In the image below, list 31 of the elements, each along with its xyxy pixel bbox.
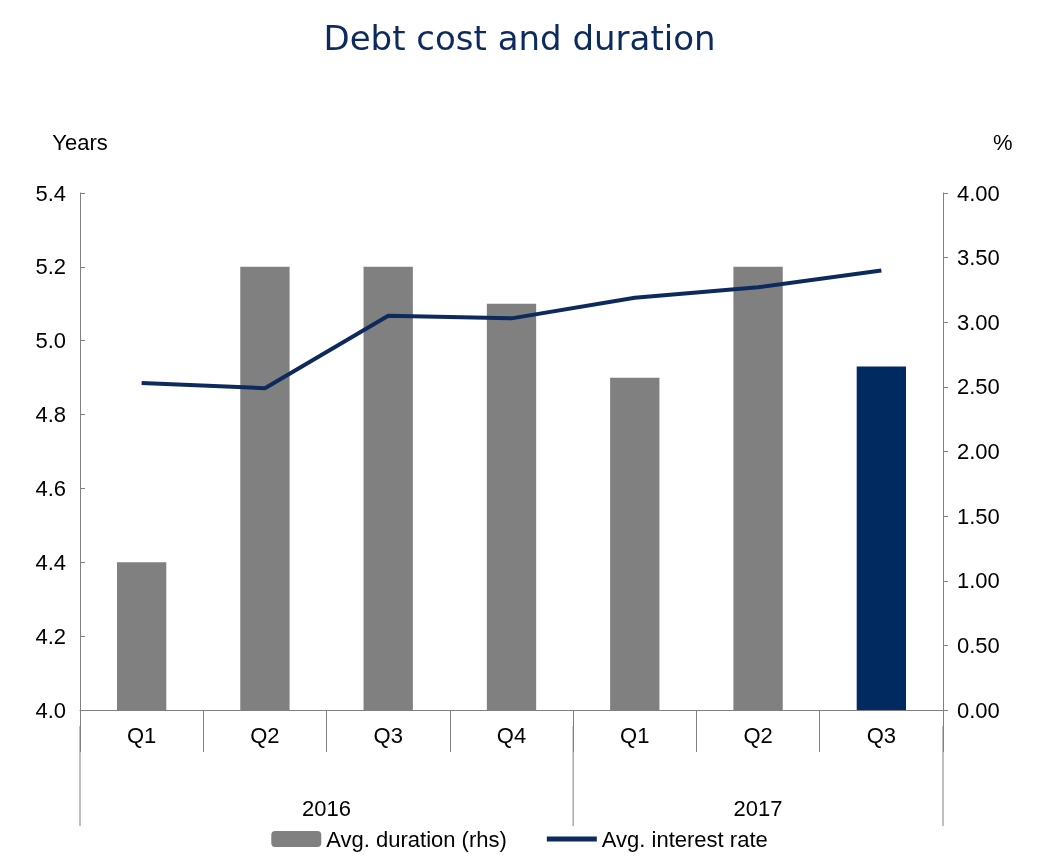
y-tick-label: 4.4: [35, 549, 66, 575]
legend-label: Avg. duration (rhs): [326, 826, 507, 852]
chart-title: Debt cost and duration: [323, 18, 716, 58]
y-tick-label: 4.8: [35, 402, 66, 428]
y2-tick-label: 0.00: [957, 697, 1000, 723]
y2-tick-label: 0.50: [957, 632, 1000, 658]
y-tick-label: 4.0: [35, 697, 66, 723]
y2-tick-label: 2.50: [957, 374, 1000, 400]
text: 2017: [733, 795, 783, 821]
y2-tick-label: 1.00: [957, 568, 1000, 594]
text: 2016: [302, 795, 352, 821]
y2-tick-label: 4.00: [957, 180, 1000, 206]
y-tick-label: 4.2: [35, 623, 66, 649]
x-tick-label: Q3: [373, 722, 403, 748]
y-tick-label: 5.0: [35, 328, 66, 354]
y-tick-label: 4.6: [35, 475, 66, 501]
x-tick-label: Q4: [496, 722, 527, 748]
y2-tick-label: 3.00: [957, 309, 1000, 335]
x-tick-label: Q3: [866, 722, 897, 748]
legend-label: Avg. interest rate: [601, 826, 768, 852]
x-tick-label: Q2: [743, 722, 773, 748]
y2-tick-label: 2.00: [957, 439, 1000, 464]
y-tick-label: 5.2: [35, 254, 66, 280]
y2-tick-label: 3.50: [957, 245, 1000, 271]
y-tick-label: 5.4: [35, 180, 66, 206]
x-tick-label: Q1: [620, 722, 650, 748]
y2-tick-label: 1.50: [957, 503, 1000, 529]
x-tick-label: Q1: [126, 722, 157, 748]
x-tick-label: Q2: [250, 722, 280, 748]
y2-axis-title: %: [993, 129, 1013, 155]
y-axis-title: Years: [52, 129, 108, 155]
